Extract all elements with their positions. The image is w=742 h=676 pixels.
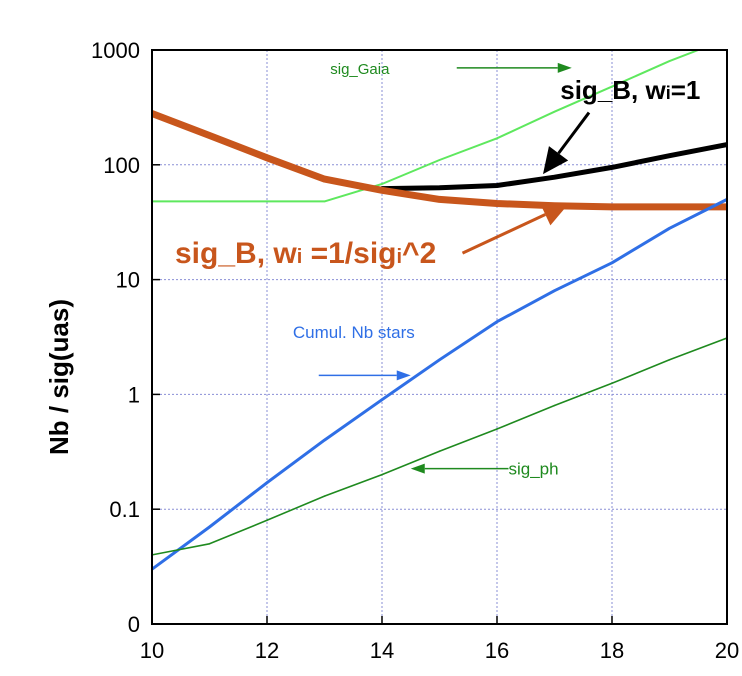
data-point	[553, 289, 556, 292]
data-point	[323, 200, 326, 203]
annotation-sig-b-w1: sig_B, wi=1	[560, 75, 700, 105]
data-point	[668, 154, 671, 157]
data-point	[438, 198, 441, 201]
data-point	[438, 450, 441, 453]
data-point	[266, 519, 268, 522]
data-point	[553, 110, 556, 113]
data-point	[381, 183, 383, 185]
y-tick-label: 1000	[91, 38, 140, 63]
data-point	[381, 189, 383, 192]
data-point	[496, 428, 498, 430]
data-point	[611, 382, 613, 385]
x-tick-label: 12	[255, 638, 279, 663]
data-point	[611, 261, 613, 264]
data-point	[611, 166, 613, 169]
annotation-sig-ph: sig_ph	[509, 460, 559, 479]
x-tick-label: 20	[715, 638, 739, 663]
y-tick-label: 100	[103, 153, 140, 178]
data-point	[553, 404, 556, 407]
annotation-sig-b-wsig: sig_B, wi =1/sigi^2	[175, 237, 436, 270]
annotation-arrow-sig-b-wsig-head	[540, 203, 569, 226]
data-point	[323, 439, 326, 441]
data-point	[496, 202, 498, 205]
data-point	[266, 200, 268, 203]
data-point	[438, 159, 441, 161]
series-line-sig-ph	[152, 337, 727, 556]
data-point	[381, 473, 383, 476]
annotations: sig_Gaia sig_B, wi=1 sig_B, wi =1/sigi^2 Cu…	[175, 61, 700, 479]
data-point	[611, 205, 613, 208]
data-point	[438, 358, 441, 361]
data-point	[438, 186, 441, 189]
data-point	[208, 542, 211, 545]
annotation-cumul: Cumul. Nb stars	[293, 323, 415, 342]
y-axis-label: Nb / sig(uas)	[44, 299, 74, 455]
data-point	[381, 398, 383, 401]
annotation-arrow-sig-b-w1-head	[543, 146, 569, 175]
data-point	[323, 495, 326, 498]
data-point	[266, 481, 268, 484]
data-point	[668, 227, 671, 230]
annotation-sig-gaia: sig_Gaia	[330, 61, 390, 78]
plot-frame	[151, 49, 728, 625]
data-point	[208, 526, 211, 528]
data-point	[668, 60, 671, 63]
axis-ticks: 10 12 14 16 18 20 0 0.1 1 10 100 1000	[91, 38, 739, 663]
data-point	[668, 358, 671, 361]
data-point	[496, 137, 498, 140]
series-group	[152, 50, 727, 571]
y-tick-label: 0.1	[109, 497, 140, 522]
data-point	[266, 156, 268, 159]
x-tick-label: 16	[485, 638, 509, 663]
x-tick-label: 18	[600, 638, 624, 663]
data-point	[611, 85, 613, 88]
data-point	[208, 134, 211, 137]
data-point	[668, 205, 671, 208]
y-tick-label: 1	[128, 382, 140, 407]
y-tick-label: 10	[116, 268, 140, 293]
data-point	[208, 200, 211, 203]
annotation-arrow-sig-gaia-head	[557, 62, 572, 73]
y-tick-label: 0	[128, 612, 140, 637]
grid	[152, 50, 727, 624]
annotation-arrow-sig-b-wsig-shaft	[461, 213, 546, 255]
data-point	[553, 176, 556, 179]
x-tick-label: 10	[140, 638, 164, 663]
annotation-arrow-cumul-head	[396, 370, 411, 381]
data-point	[496, 320, 498, 323]
series-line-sig-gaia	[152, 50, 700, 203]
data-point	[323, 178, 326, 181]
annotation-arrow-sig-ph-head	[410, 463, 425, 474]
data-point	[496, 184, 498, 187]
x-tick-label: 14	[370, 638, 394, 663]
annotation-arrow-sig-b-w1-shaft	[557, 111, 591, 155]
